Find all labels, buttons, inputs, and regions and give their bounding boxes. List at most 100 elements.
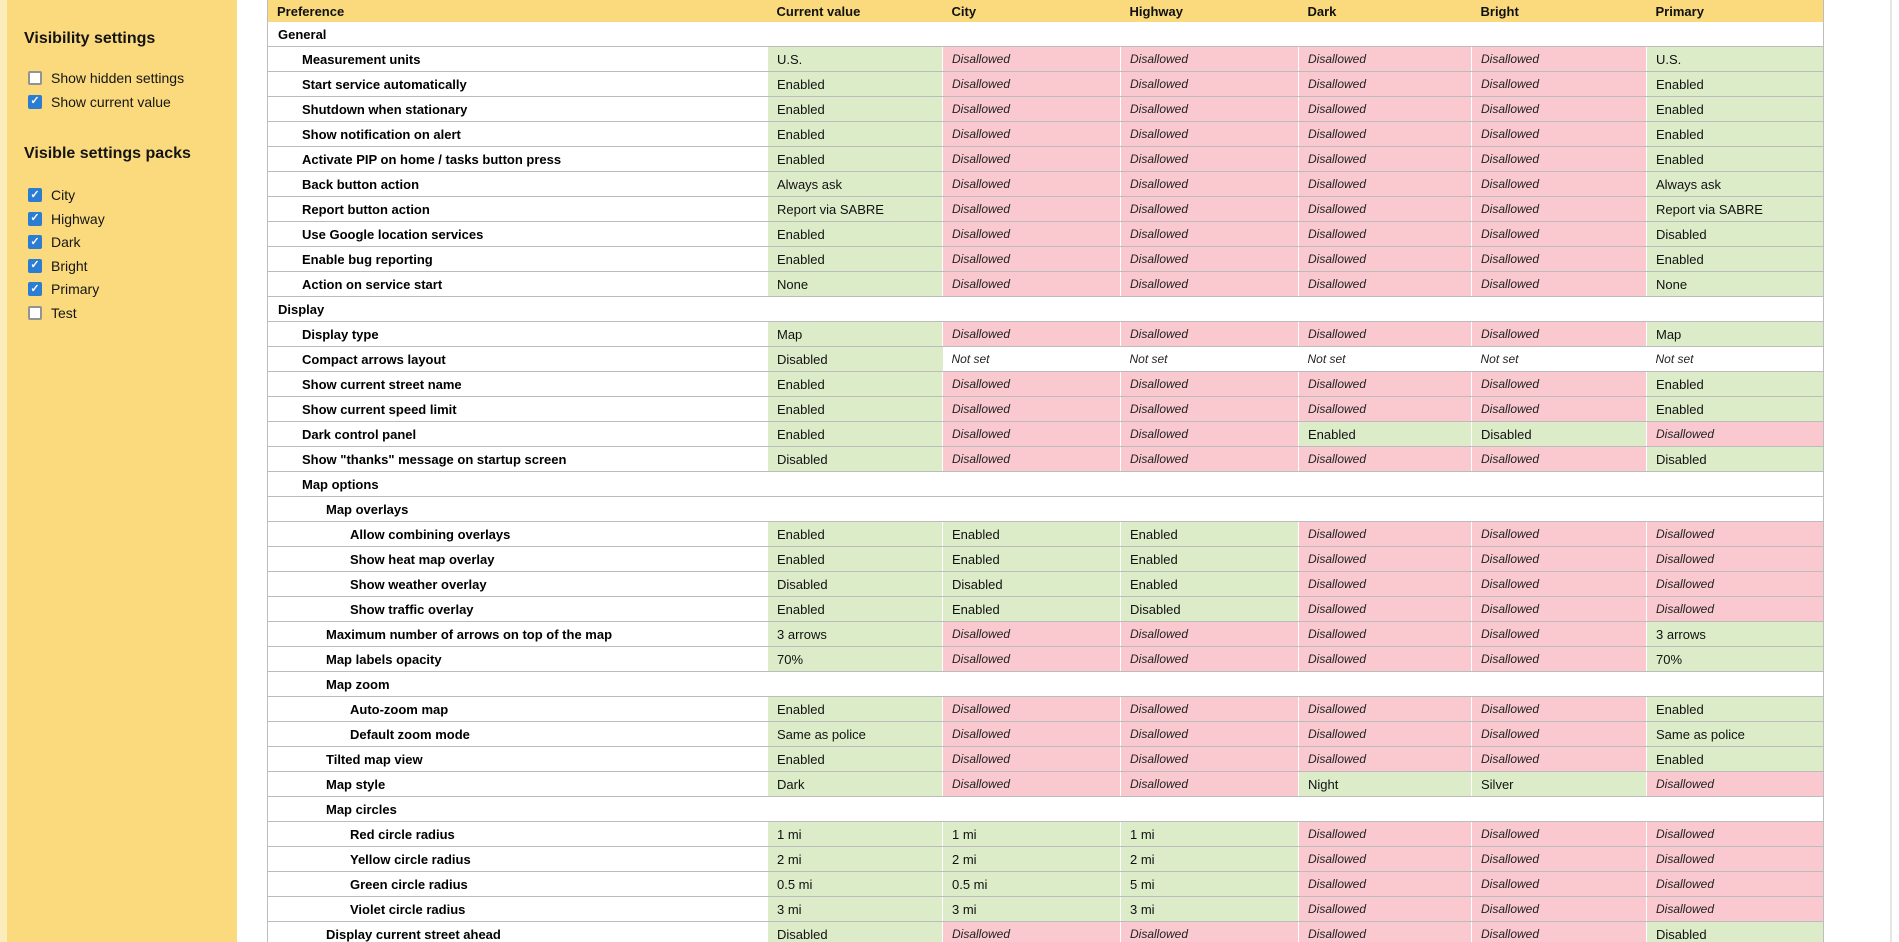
value-cell: Disallowed: [1471, 171, 1647, 197]
preference-cell: Maximum number of arrows on top of the m…: [267, 621, 768, 647]
value-cell: 70%: [767, 646, 943, 672]
column-header-dark: Dark: [1298, 0, 1472, 22]
value-cell: Disallowed: [1298, 71, 1472, 97]
value-cell: Disallowed: [1298, 821, 1472, 847]
checkbox-row-primary[interactable]: ✓ Primary: [28, 281, 99, 297]
value-cell: Enabled: [767, 746, 943, 772]
table-row: Show notification on alert Enabled Disallo…: [267, 121, 1824, 147]
table-row: Map style Dark Disallowed Disallowed Night Si…: [267, 771, 1824, 797]
value-cell: Enabled: [1646, 146, 1824, 172]
value-cell: Disallowed: [1298, 921, 1472, 942]
checkbox-label: Primary: [51, 281, 100, 297]
value-cell: Disallowed: [1646, 596, 1824, 622]
checkbox-row-show-hidden-settings[interactable]: Show hidden settings: [28, 70, 184, 86]
value-cell: Disallowed: [1471, 321, 1647, 347]
value-cell: Disallowed: [942, 621, 1121, 647]
preference-cell: Display current street ahead: [267, 921, 768, 942]
preference-cell: Show notification on alert: [267, 121, 768, 147]
checked-checkbox-icon[interactable]: ✓: [28, 235, 42, 249]
value-cell: Disallowed: [1120, 446, 1299, 472]
table-row: Default zoom mode Same as police Disallowe…: [267, 721, 1824, 747]
value-cell: U.S.: [1646, 46, 1824, 72]
preference-cell: Show traffic overlay: [267, 596, 768, 622]
table-row: Allow combining overlays Enabled Enabled En…: [267, 521, 1824, 547]
value-cell: Disallowed: [1298, 446, 1472, 472]
preference-cell: Map style: [267, 771, 768, 797]
value-cell: Disallowed: [1298, 271, 1472, 297]
value-cell: Disallowed: [1298, 371, 1472, 397]
checkbox-row-highway[interactable]: ✓ Highway: [28, 211, 105, 227]
value-cell: Disallowed: [1471, 746, 1647, 772]
value-cell: Disallowed: [1120, 196, 1299, 222]
value-cell: Disallowed: [1120, 271, 1299, 297]
table-row: Activate PIP on home / tasks button pres…: [267, 146, 1824, 172]
value-cell: Disallowed: [1120, 46, 1299, 72]
checked-checkbox-icon[interactable]: ✓: [28, 94, 42, 109]
group-row-map-options: Map options: [267, 471, 1824, 497]
checkbox-row-city[interactable]: ✓ City: [28, 187, 75, 203]
value-cell: Always ask: [1646, 171, 1824, 197]
group-row-map-circles: Map circles: [267, 796, 1824, 822]
checkbox-row-bright[interactable]: ✓ Bright: [28, 258, 88, 274]
preferences-table: Preference Current value City Highway Dark Br…: [267, 0, 1824, 942]
checkbox-row-dark[interactable]: ✓ Dark: [28, 234, 81, 250]
value-cell: Disallowed: [1298, 96, 1472, 122]
value-cell: Disallowed: [1471, 621, 1647, 647]
value-cell: Disallowed: [1120, 96, 1299, 122]
table-row: Show current speed limit Enabled Disallowe…: [267, 396, 1824, 422]
value-cell: Disabled: [767, 921, 943, 942]
table-row: Action on service start None Disallowed Dis…: [267, 271, 1824, 297]
checkbox-row-show-current-value[interactable]: ✓ Show current value: [28, 94, 171, 110]
table-row: Yellow circle radius 2 mi 2 mi 2 mi Disallow…: [267, 846, 1824, 872]
table-row: Show traffic overlay Enabled Enabled Disabl…: [267, 596, 1824, 622]
preference-cell: Green circle radius: [267, 871, 768, 897]
checked-checkbox-icon[interactable]: ✓: [28, 188, 42, 202]
value-cell: Enabled: [767, 696, 943, 722]
value-cell: Disallowed: [1471, 546, 1647, 572]
unchecked-checkbox-icon[interactable]: [28, 305, 42, 320]
table-row: Green circle radius 0.5 mi 0.5 mi 5 mi Disal…: [267, 871, 1824, 897]
value-cell: Not set: [1298, 346, 1472, 372]
value-cell: Disallowed: [1298, 846, 1472, 872]
group-row-map-overlays: Map overlays: [267, 496, 1824, 522]
value-cell: Disabled: [942, 571, 1121, 597]
checkbox-label: Highway: [51, 210, 105, 227]
table-row: Display type Map Disallowed Disallowed Disal…: [267, 321, 1824, 347]
checkbox-row-test[interactable]: Test: [28, 305, 77, 321]
sidebar-scrollbar-track[interactable]: [0, 0, 7, 942]
table-row: Dark control panel Enabled Disallowed Disal…: [267, 421, 1824, 447]
section-title-visible-settings-packs: Visible settings packs: [24, 145, 191, 162]
table-row: Use Google location services Enabled Disal…: [267, 221, 1824, 247]
section-title-visibility-settings: Visibility settings: [24, 30, 156, 47]
checked-checkbox-icon[interactable]: ✓: [28, 258, 42, 273]
preference-cell: Map overlays: [267, 496, 1824, 522]
value-cell: Disallowed: [1120, 696, 1299, 722]
value-cell: Disallowed: [1298, 546, 1472, 572]
value-cell: Disallowed: [942, 321, 1121, 347]
table-row: Violet circle radius 3 mi 3 mi 3 mi Disallow…: [267, 896, 1824, 922]
value-cell: Disallowed: [1646, 571, 1824, 597]
value-cell: 2 mi: [942, 846, 1121, 872]
value-cell: 70%: [1646, 646, 1824, 672]
value-cell: Report via SABRE: [767, 196, 943, 222]
unchecked-checkbox-icon[interactable]: [28, 71, 42, 85]
preference-cell: Measurement units: [267, 46, 768, 72]
value-cell: Disallowed: [942, 121, 1121, 147]
value-cell: Disallowed: [942, 646, 1121, 672]
value-cell: Disallowed: [942, 221, 1121, 247]
value-cell: Disallowed: [1471, 896, 1647, 922]
value-cell: Disallowed: [942, 271, 1121, 297]
value-cell: Always ask: [767, 171, 943, 197]
value-cell: Disallowed: [942, 246, 1121, 272]
checked-checkbox-icon[interactable]: ✓: [28, 211, 42, 226]
value-cell: Disallowed: [1471, 446, 1647, 472]
value-cell: Disallowed: [942, 746, 1121, 772]
value-cell: Disallowed: [1646, 821, 1824, 847]
checked-checkbox-icon[interactable]: ✓: [28, 282, 42, 296]
value-cell: Enabled: [1646, 746, 1824, 772]
value-cell: Disallowed: [1646, 871, 1824, 897]
checkbox-label: Test: [51, 304, 77, 321]
value-cell: Silver: [1471, 771, 1647, 797]
page-scrollbar[interactable]: [1890, 0, 1892, 942]
